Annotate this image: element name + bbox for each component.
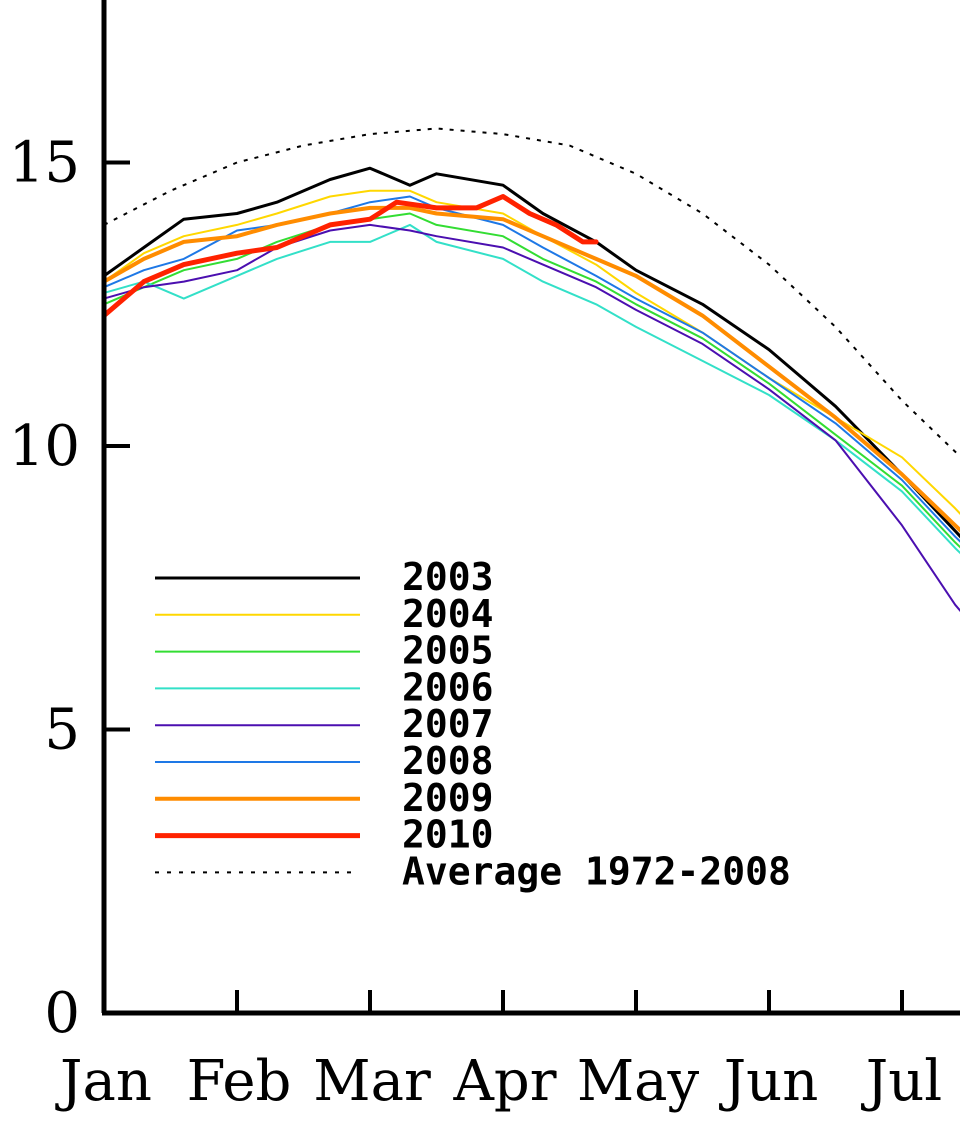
x-tick-label-jun: Jun <box>719 1049 819 1114</box>
ticks-layer: 0 5 10 15 Jan Feb Mar Apr May Jun Jul <box>9 131 942 1115</box>
x-tick-label-jan: Jan <box>55 1049 152 1114</box>
series-line-2003 <box>102 166 960 539</box>
series-line-2006 <box>103 223 960 555</box>
x-tick-label-may: May <box>577 1049 700 1114</box>
x-tick-label-jul: Jul <box>861 1049 942 1114</box>
series-layer <box>101 127 960 612</box>
legend-label-2009: 2009 <box>402 776 494 820</box>
series-line-2009 <box>102 205 960 533</box>
axes-layer <box>101 0 960 1016</box>
legend-label-2007: 2007 <box>402 702 494 746</box>
legend: 20032004200520062007200820092010Average … <box>155 555 791 893</box>
series-line-2005 <box>103 212 960 549</box>
y-tick-label-5: 5 <box>44 698 80 763</box>
legend-label-2008: 2008 <box>402 739 494 783</box>
y-tick-label-0: 0 <box>44 981 80 1046</box>
legend-label-2006: 2006 <box>402 665 494 709</box>
series-line-2007 <box>103 223 960 612</box>
legend-label-2005: 2005 <box>402 629 494 673</box>
x-tick-label-mar: Mar <box>313 1049 431 1114</box>
legend-label-2004: 2004 <box>402 592 494 636</box>
y-tick-label-10: 10 <box>9 414 80 479</box>
y-tick-label-15: 15 <box>9 131 80 196</box>
series-line-2010 <box>101 194 599 319</box>
series-line-2004 <box>103 189 960 515</box>
x-tick-label-feb: Feb <box>187 1049 292 1114</box>
x-tick-label-apr: Apr <box>452 1049 556 1114</box>
legend-label-2010: 2010 <box>402 813 494 857</box>
legend-label-average-1972-2008: Average 1972-2008 <box>402 849 791 893</box>
series-line-average-1972-2008 <box>103 127 960 459</box>
legend-label-2003: 2003 <box>402 555 494 599</box>
series-line-2008 <box>103 195 960 543</box>
